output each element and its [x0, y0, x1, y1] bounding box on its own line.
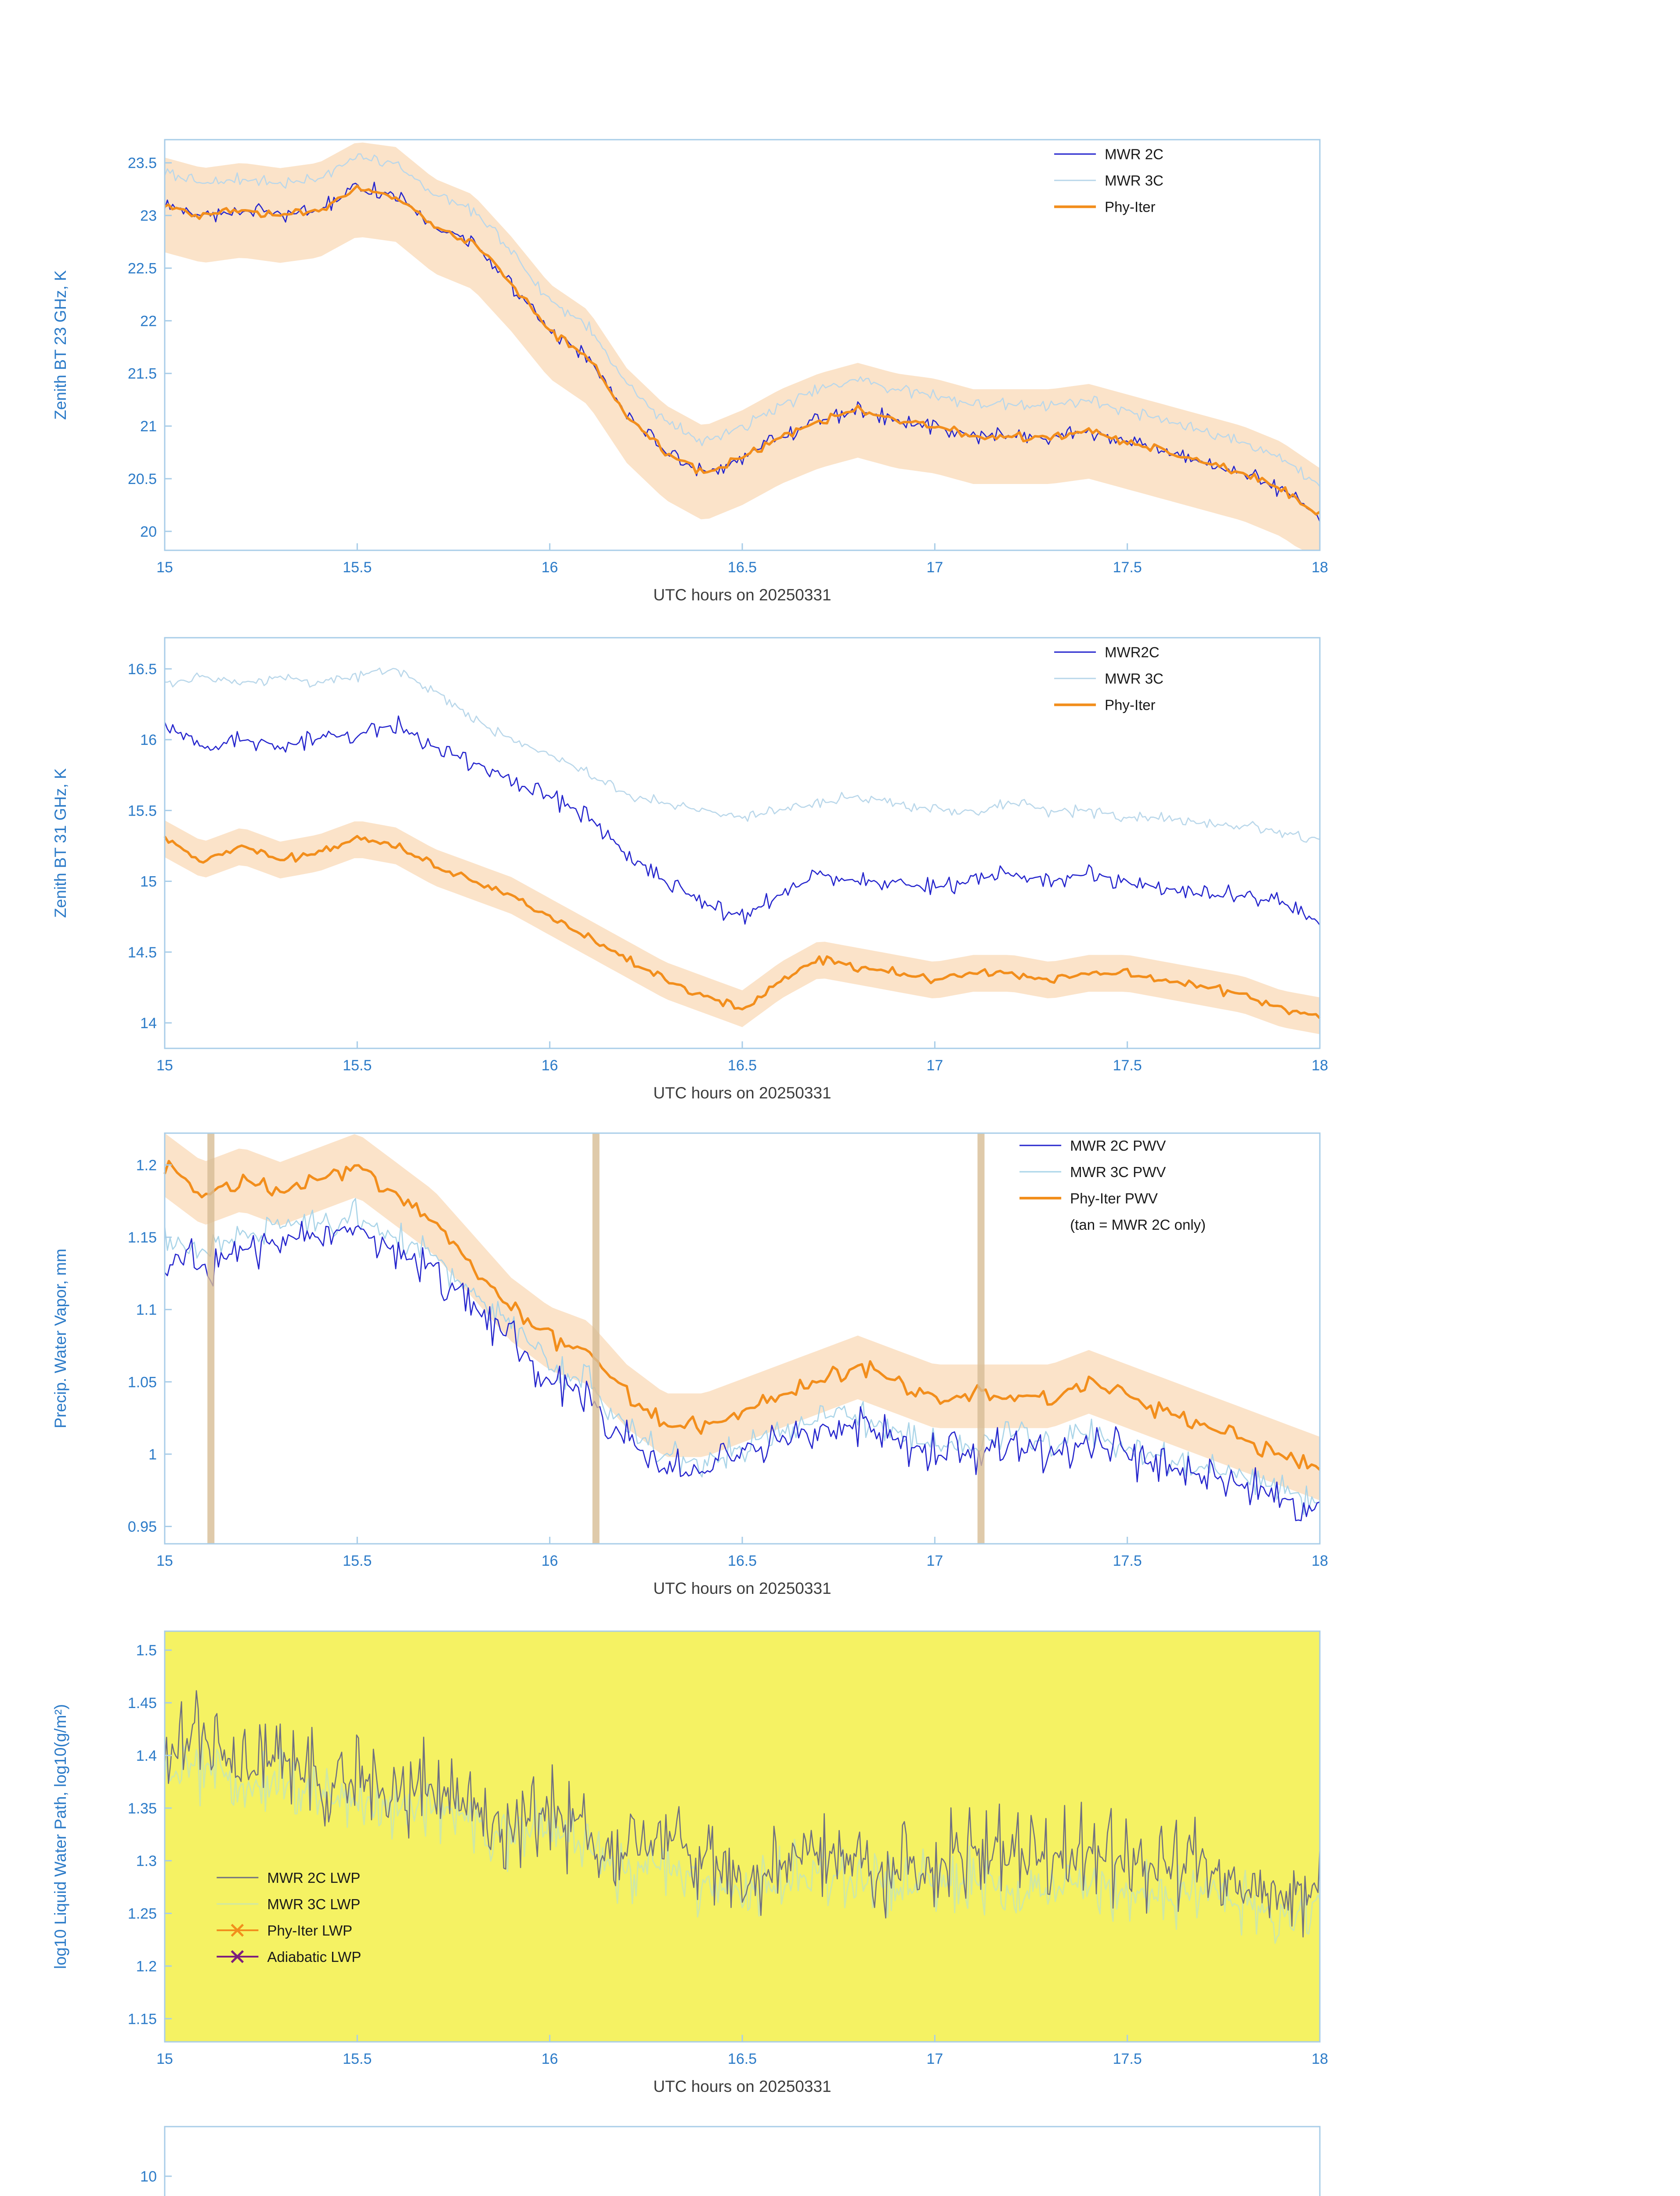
- svg-text:1.45: 1.45: [128, 1695, 157, 1712]
- svg-text:17.5: 17.5: [1113, 2051, 1142, 2067]
- svg-text:UTC hours on 20250331: UTC hours on 20250331: [653, 2077, 831, 2095]
- svg-text:MWR 3C: MWR 3C: [1105, 671, 1163, 687]
- svg-text:Phy-Iter: Phy-Iter: [1105, 697, 1156, 713]
- svg-text:21.5: 21.5: [128, 365, 157, 382]
- svg-text:20: 20: [140, 524, 157, 540]
- plot-lwp: 15 15.5 16 16.5 17 17.5 18 1.15 1.2 1.25 1.3 1.35 1.…: [51, 1630, 1328, 2095]
- svg-text:1.25: 1.25: [128, 1906, 157, 1922]
- svg-text:15: 15: [156, 2051, 173, 2067]
- svg-text:MWR 2C: MWR 2C: [1105, 146, 1163, 163]
- svg-text:17: 17: [926, 1553, 943, 1569]
- svg-text:Phy-Iter PWV: Phy-Iter PWV: [1070, 1190, 1158, 1206]
- svg-text:15.5: 15.5: [343, 1057, 372, 1074]
- svg-text:15.5: 15.5: [343, 1553, 372, 1569]
- svg-text:1.5: 1.5: [136, 1642, 157, 1659]
- svg-text:1: 1: [148, 1446, 157, 1463]
- svg-text:18: 18: [1311, 1553, 1328, 1569]
- svg-text:Zenith BT 31 GHz, K: Zenith BT 31 GHz, K: [51, 768, 69, 918]
- chart-zenith-bt-23ghz: 15 15.5 16 16.5 17 17.5 18 20 20.5 21 21.5 22 22.5 23…: [0, 102, 1680, 616]
- svg-text:UTC hours on 20250331: UTC hours on 20250331: [653, 1084, 831, 1102]
- svg-text:16.5: 16.5: [728, 1553, 757, 1569]
- svg-text:17.5: 17.5: [1113, 559, 1142, 576]
- svg-text:16.5: 16.5: [728, 559, 757, 576]
- svg-text:15: 15: [156, 559, 173, 576]
- svg-text:16.5: 16.5: [728, 1057, 757, 1074]
- svg-text:16: 16: [542, 2051, 558, 2067]
- svg-text:MWR2C: MWR2C: [1105, 644, 1160, 661]
- svg-text:16: 16: [542, 559, 558, 576]
- svg-text:1.1: 1.1: [136, 1302, 157, 1318]
- svg-text:1.4: 1.4: [136, 1748, 157, 1764]
- svg-text:1.2: 1.2: [136, 1958, 157, 1975]
- plot-bt31: 15 15.5 16 16.5 17 17.5 18 14 14.5 15 15.5 16 16.5 UT…: [51, 637, 1328, 1102]
- svg-text:log10 Liquid Water Path, log10: log10 Liquid Water Path, log10(g/m²): [51, 1704, 69, 1969]
- svg-text:(tan = MWR 2C only): (tan = MWR 2C only): [1070, 1217, 1206, 1233]
- svg-text:15: 15: [156, 1057, 173, 1074]
- svg-text:UTC hours on 20250331: UTC hours on 20250331: [653, 586, 831, 604]
- svg-text:1.2: 1.2: [136, 1157, 157, 1174]
- svg-text:23.5: 23.5: [128, 155, 157, 172]
- svg-text:22.5: 22.5: [128, 260, 157, 277]
- svg-text:10: 10: [140, 2168, 157, 2185]
- svg-text:1.05: 1.05: [128, 1374, 157, 1391]
- plot-pwv: 15 15.5 16 16.5 17 17.5 18 0.95 1 1.05 1.1 1.15 1.2 U…: [51, 1132, 1328, 1597]
- svg-text:23: 23: [140, 208, 157, 224]
- svg-text:14: 14: [140, 1015, 157, 1032]
- svg-text:20.5: 20.5: [128, 471, 157, 488]
- svg-text:MWR 3C PWV: MWR 3C PWV: [1070, 1164, 1166, 1180]
- chart-liquid-water-path: 15 15.5 16 16.5 17 17.5 18 1.15 1.2 1.25 1.3 1.35 1.…: [0, 1594, 1680, 2108]
- svg-text:16: 16: [140, 732, 157, 748]
- svg-text:21: 21: [140, 418, 157, 435]
- svg-text:MWR 2C LWP: MWR 2C LWP: [267, 1870, 360, 1886]
- svg-text:17: 17: [926, 2051, 943, 2067]
- svg-text:Zenith BT 23 GHz, K: Zenith BT 23 GHz, K: [51, 270, 69, 420]
- svg-text:18: 18: [1311, 2051, 1328, 2067]
- svg-text:15.5: 15.5: [128, 802, 157, 819]
- svg-text:14.5: 14.5: [128, 944, 157, 961]
- svg-text:16.5: 16.5: [128, 661, 157, 678]
- svg-text:MWR 2C PWV: MWR 2C PWV: [1070, 1138, 1166, 1154]
- svg-text:18: 18: [1311, 1057, 1328, 1074]
- svg-text:17: 17: [926, 1057, 943, 1074]
- svg-text:16: 16: [542, 1057, 558, 1074]
- svg-text:15.5: 15.5: [343, 2051, 372, 2067]
- svg-text:Phy-Iter: Phy-Iter: [1105, 199, 1156, 215]
- svg-text:15.5: 15.5: [343, 559, 372, 576]
- svg-text:16: 16: [542, 1553, 558, 1569]
- svg-text:15: 15: [156, 1553, 173, 1569]
- svg-text:1.35: 1.35: [128, 1800, 157, 1817]
- plot-bt23: 15 15.5 16 16.5 17 17.5 18 20 20.5 21 21.5 22 22.5 23…: [51, 139, 1328, 604]
- svg-text:15: 15: [140, 874, 157, 890]
- svg-text:Adiabatic LWP: Adiabatic LWP: [267, 1949, 361, 1965]
- svg-text:1.3: 1.3: [136, 1853, 157, 1870]
- svg-text:UTC hours on 20250331: UTC hours on 20250331: [653, 1579, 831, 1597]
- svg-text:1.15: 1.15: [128, 1229, 157, 1246]
- svg-text:16.5: 16.5: [728, 2051, 757, 2067]
- svg-text:MWR 3C: MWR 3C: [1105, 173, 1163, 189]
- svg-text:MWR 3C LWP: MWR 3C LWP: [267, 1896, 360, 1912]
- svg-text:0.95: 0.95: [128, 1518, 157, 1535]
- svg-text:22: 22: [140, 313, 157, 329]
- chart-zenith-bt-31ghz: 15 15.5 16 16.5 17 17.5 18 14 14.5 15 15.5 16 16.5 UT…: [0, 600, 1680, 1114]
- svg-text:17: 17: [926, 559, 943, 576]
- svg-text:17.5: 17.5: [1113, 1553, 1142, 1569]
- svg-text:1.15: 1.15: [128, 2011, 157, 2027]
- svg-text:Precip. Water Vapor, mm: Precip. Water Vapor, mm: [51, 1249, 69, 1428]
- svg-text:Phy-Iter LWP: Phy-Iter LWP: [267, 1922, 352, 1939]
- svg-text:18: 18: [1311, 559, 1328, 576]
- chart-precip-water-vapor: 15 15.5 16 16.5 17 17.5 18 0.95 1 1.05 1.1 1.15 1.2 U…: [0, 1096, 1680, 1610]
- svg-text:17.5: 17.5: [1113, 1057, 1142, 1074]
